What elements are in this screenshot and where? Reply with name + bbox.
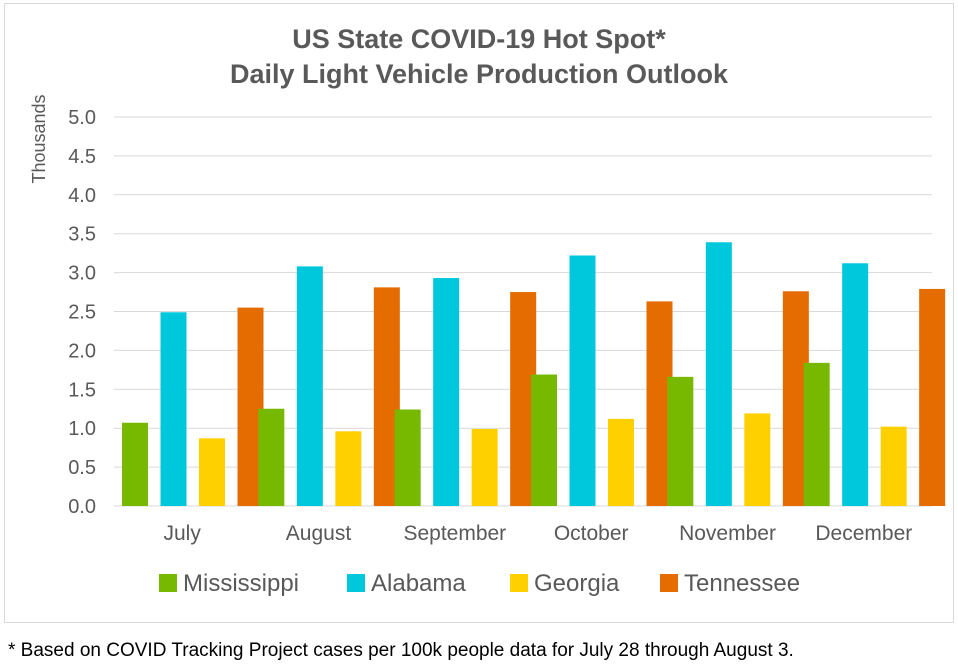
category-label: August	[286, 522, 352, 545]
category-label: October	[554, 522, 629, 545]
y-tick-label: 4.0	[68, 185, 96, 207]
y-tick-label: 2.5	[68, 302, 96, 324]
bar-georgia-november	[744, 413, 771, 506]
footnote: * Based on COVID Tracking Project cases …	[8, 640, 794, 661]
legend-swatch-tennessee	[660, 574, 678, 592]
legend-label-georgia: Georgia	[534, 570, 620, 597]
y-tick-label: 1.5	[68, 379, 96, 401]
y-tick-label: 0.0	[68, 496, 96, 518]
legend: Mississippi Alabama Georgia Tennessee	[159, 570, 800, 597]
x-axis-categories: July August September October November Decemb…	[163, 522, 912, 545]
legend-swatch-georgia	[510, 574, 528, 592]
y-axis-title: Thousands	[29, 94, 49, 183]
bar-alabama-september	[433, 278, 460, 506]
bar-alabama-december	[842, 263, 869, 506]
category-label: September	[403, 522, 506, 545]
bar-alabama-november	[705, 242, 732, 506]
category-label: November	[679, 522, 776, 545]
legend-swatch-alabama	[347, 574, 365, 592]
chart-title-line: Daily Light Vehicle Production Outlook	[230, 59, 729, 89]
chart-title-line: US State COVID-19 Hot Spot*	[292, 24, 666, 54]
bar-alabama-july	[160, 312, 187, 506]
bar-georgia-december	[880, 426, 907, 506]
y-tick-label: 0.5	[68, 457, 96, 479]
bar-georgia-july	[199, 438, 225, 506]
bar-mississippi-december	[803, 362, 830, 506]
bars	[122, 242, 946, 506]
bar-mississippi-july	[122, 422, 148, 506]
bar-georgia-august	[335, 431, 362, 506]
bar-mississippi-august	[258, 408, 285, 506]
legend-label-tennessee: Tennessee	[684, 570, 800, 597]
y-axis-ticks: 0.0 0.5 1.0 1.5 2.0 2.5 3.0 3.5 4.0 4.5 5.0	[68, 107, 96, 518]
legend-label-mississippi: Mississippi	[183, 570, 299, 597]
y-tick-label: 1.0	[68, 418, 96, 440]
bar-georgia-october	[608, 418, 634, 506]
y-tick-label: 5.0	[68, 107, 96, 129]
bar-georgia-september	[471, 428, 498, 506]
bar-mississippi-november	[667, 376, 694, 506]
legend-label-alabama: Alabama	[371, 570, 466, 597]
y-tick-label: 4.5	[68, 146, 96, 168]
bar-mississippi-october	[531, 374, 557, 506]
category-label: December	[815, 522, 912, 545]
y-tick-label: 2.0	[68, 340, 96, 362]
y-tick-label: 3.0	[68, 263, 96, 285]
chart-area	[4, 3, 954, 623]
bar-alabama-august	[296, 266, 323, 506]
category-label: July	[163, 522, 201, 545]
chart-title: US State COVID-19 Hot Spot* Daily Light V…	[230, 24, 729, 89]
bar-mississippi-september	[394, 409, 421, 506]
bar-tennessee-december	[919, 288, 946, 506]
bar-alabama-october	[569, 255, 596, 506]
y-tick-label: 3.5	[68, 224, 96, 246]
legend-swatch-mississippi	[159, 574, 177, 592]
